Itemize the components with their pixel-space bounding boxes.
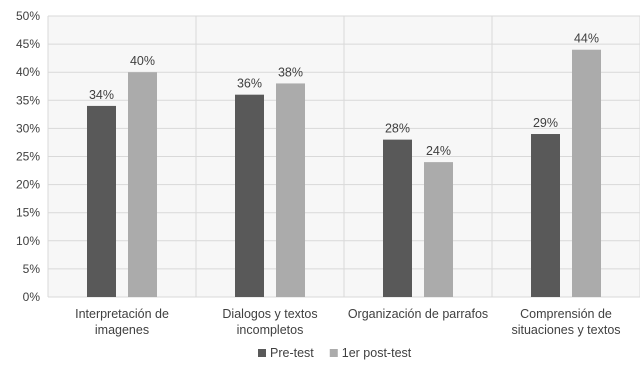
- y-tick-label: 30%: [16, 121, 40, 135]
- data-label: 36%: [237, 77, 262, 91]
- data-label: 40%: [130, 54, 155, 68]
- y-tick-label: 25%: [16, 150, 40, 164]
- bar: [128, 72, 157, 297]
- legend-label: 1er post-test: [342, 346, 412, 360]
- y-tick-label: 20%: [16, 178, 40, 192]
- y-tick-label: 5%: [23, 262, 41, 276]
- x-axis: Interpretación de imagenes Dialogos y text…: [75, 307, 620, 337]
- y-axis: 0% 5% 10% 15% 20% 25% 30% 35% 40% 45% 50%: [16, 9, 40, 304]
- y-tick-label: 0%: [23, 290, 41, 304]
- bar: [531, 134, 560, 297]
- bar: [87, 105, 116, 297]
- legend-swatch: [329, 349, 338, 357]
- y-tick-label: 35%: [16, 93, 40, 107]
- y-tick-label: 15%: [16, 206, 40, 220]
- data-label: 44%: [574, 32, 599, 46]
- data-label: 38%: [278, 65, 303, 79]
- bar: [383, 139, 412, 297]
- legend-label: Pre-test: [270, 346, 314, 360]
- x-category-label: Comprensión de situaciones y textos: [511, 307, 620, 337]
- bar: [235, 94, 264, 298]
- data-label: 34%: [89, 88, 114, 102]
- bar-series: [87, 49, 601, 298]
- y-tick-label: 45%: [16, 37, 40, 51]
- data-labels: 34% 36% 28% 29% 40% 38% 24% 44%: [89, 32, 599, 158]
- bar: [276, 83, 305, 297]
- bar: [424, 162, 453, 297]
- y-tick-label: 40%: [16, 65, 40, 79]
- y-tick-label: 10%: [16, 234, 40, 248]
- data-label: 24%: [426, 144, 451, 158]
- legend: Pre-test 1er post-test: [258, 346, 412, 360]
- data-label: 29%: [533, 116, 558, 130]
- x-category-label: Dialogos y textos incompletos: [222, 307, 317, 337]
- x-category-label: Organización de parrafos: [348, 307, 488, 321]
- legend-swatch: [258, 349, 266, 357]
- bar: [572, 49, 601, 297]
- data-label: 28%: [385, 122, 410, 136]
- x-category-label: Interpretación de imagenes: [75, 307, 169, 337]
- y-tick-label: 50%: [16, 9, 40, 23]
